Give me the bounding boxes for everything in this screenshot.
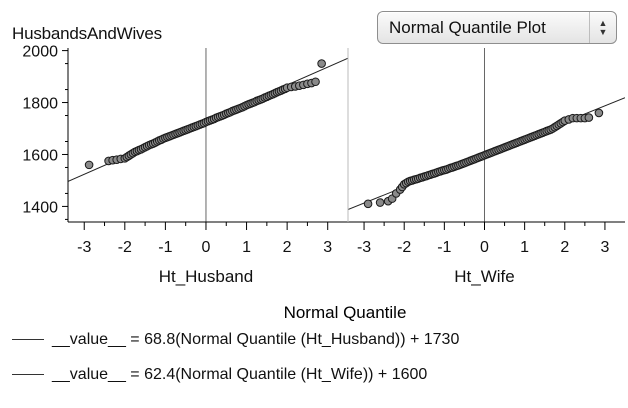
- x-tick-label: 1: [242, 239, 251, 256]
- x-tick-label: 3: [600, 239, 609, 256]
- data-point: [375, 198, 385, 207]
- select-arrows-icon[interactable]: ▲ ▼: [589, 12, 616, 43]
- data-point: [311, 77, 320, 87]
- data-point: [584, 113, 594, 122]
- equation-legend-line-husband: [12, 339, 44, 340]
- panel-label: Ht_Husband: [159, 267, 254, 286]
- panel-ht-husband: -3 -2 -1 0 1 2 3 Ht_Husband 1400 1600 1800 2000: [22, 44, 348, 286]
- x-tick-label: 2: [283, 239, 292, 256]
- data-point: [363, 199, 373, 209]
- y-tick-label: 2000: [22, 44, 58, 61]
- chevron-up-icon: ▲: [598, 17, 608, 28]
- x-tick-label: -3: [77, 239, 91, 256]
- chevron-down-icon: ▼: [598, 26, 608, 37]
- data-point: [594, 108, 604, 118]
- data-point: [317, 59, 326, 68]
- x-tick-label: -3: [357, 239, 371, 256]
- plot-type-select-label: Normal Quantile Plot: [389, 18, 546, 37]
- plot-type-select[interactable]: Normal Quantile Plot ▲ ▼: [377, 11, 617, 44]
- data-point: [84, 160, 94, 170]
- equation-husband: __value__ = 68.8(Normal Quantile (Ht_Hus…: [52, 331, 460, 348]
- x-tick-label: 1: [520, 239, 529, 256]
- x-tick-label: 3: [323, 239, 332, 256]
- y-tick-label: 1800: [22, 96, 58, 113]
- dataset-title: HusbandsAndWives: [12, 24, 162, 43]
- x-tick-label: -1: [437, 239, 451, 256]
- equation-wife: __value__ = 62.4(Normal Quantile (Ht_Wif…: [52, 366, 428, 383]
- x-tick-label: 2: [560, 239, 569, 256]
- y-tick-label: 1400: [22, 199, 58, 216]
- panel-ht-wife: -3 -2 -1 0 1 2 3 Ht_Wife: [348, 48, 625, 286]
- y-tick-label: 1600: [22, 147, 58, 164]
- x-tick-label: -2: [397, 239, 411, 256]
- x-tick-label: -2: [118, 239, 132, 256]
- equation-legend-line-wife: [12, 374, 44, 375]
- panel-label: Ht_Wife: [454, 267, 514, 286]
- x-tick-label: -1: [158, 239, 172, 256]
- x-tick-label: 0: [480, 239, 489, 256]
- x-tick-label: 0: [202, 239, 211, 256]
- axes-layer: -3 -2 -1 0 1 2 3 Ht_Husband 1400 1600 1800 2000 -3 -2…: [22, 44, 625, 286]
- x-axis-title: Normal Quantile: [284, 303, 407, 322]
